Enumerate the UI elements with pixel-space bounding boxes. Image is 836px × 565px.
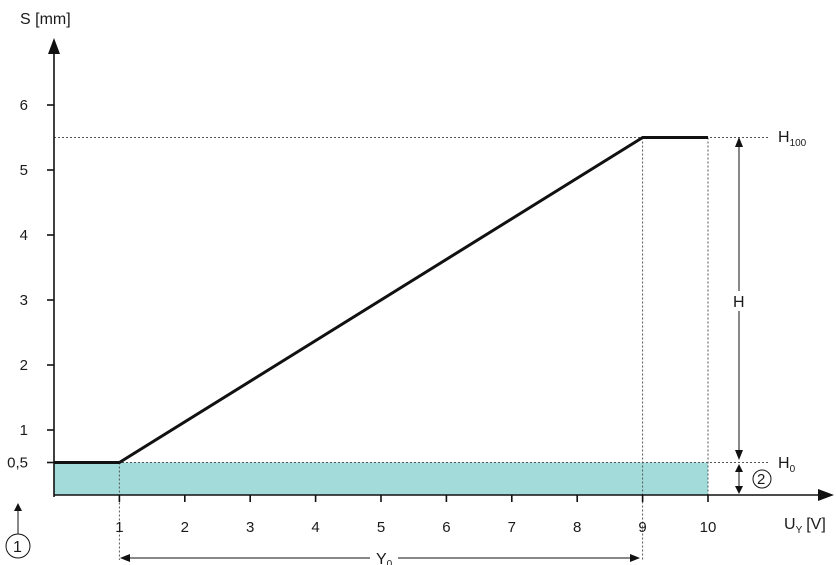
- y0-label-bg: [370, 549, 398, 565]
- y0-label: Y0: [376, 551, 393, 565]
- x-tick-label: 9: [638, 519, 646, 536]
- y-ticks: 0,5 1 2 3 4 5 6: [7, 97, 54, 472]
- h0-dimension-arrow-top: [735, 464, 743, 472]
- series-line: [54, 136, 708, 464]
- shaded-band: [54, 462, 708, 495]
- x-tick-label: 5: [377, 519, 385, 536]
- h0-dimension-arrow-bottom: [735, 486, 743, 494]
- h0-label: H0: [778, 455, 796, 475]
- marker-2-label: 2: [757, 471, 765, 488]
- y-tick-label: 6: [20, 97, 28, 114]
- x-tick-label: 8: [573, 519, 581, 536]
- h-label-bg: [731, 291, 747, 311]
- y-tick-label: 1: [20, 422, 28, 439]
- h100-label: H100: [778, 129, 807, 149]
- x-axis-arrow: [818, 489, 834, 501]
- marker-1-label: 1: [13, 539, 22, 556]
- y0-dimension-arrow-left: [120, 554, 130, 562]
- y-axis-title: S [mm]: [20, 11, 71, 28]
- guide-lines: [54, 137, 770, 560]
- x-tick-label: 3: [246, 519, 254, 536]
- y-tick-label: 0,5: [7, 455, 28, 472]
- x-axis-title: UY [V]: [784, 516, 826, 536]
- y-axis-arrow: [48, 38, 60, 54]
- y0-dimension-arrow-right: [630, 554, 640, 562]
- x-tick-label: 6: [442, 519, 450, 536]
- marker-1-circle: [5, 533, 31, 559]
- y-tick-label: 3: [20, 292, 28, 309]
- x-tick-label: 4: [311, 519, 319, 536]
- h-dimension-arrow-top: [735, 137, 743, 147]
- y-tick-label: 2: [20, 357, 28, 374]
- x-ticks: 1 2 3 4 5 6 7 8 9 10: [115, 495, 716, 536]
- h-label: H: [733, 294, 745, 311]
- marker-1-arrow: [14, 503, 22, 511]
- h-dimension-arrow-bottom: [735, 450, 743, 460]
- x-tick-label: 10: [700, 519, 717, 536]
- x-tick-label: 2: [181, 519, 189, 536]
- x-tick-label: 1: [115, 519, 123, 536]
- y-tick-label: 5: [20, 162, 28, 179]
- x-tick-label: 7: [508, 519, 516, 536]
- y-tick-label: 4: [20, 227, 28, 244]
- marker-2-circle: [752, 469, 772, 489]
